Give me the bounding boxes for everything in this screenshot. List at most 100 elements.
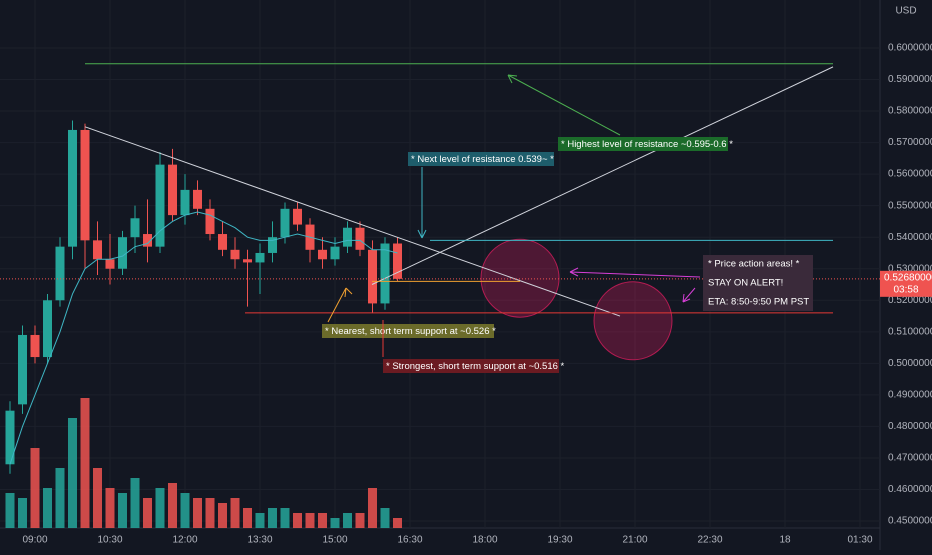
candle-body xyxy=(368,249,377,304)
ema-line xyxy=(9,211,398,465)
candle-body xyxy=(205,208,215,235)
candle-body xyxy=(118,237,127,269)
arrow xyxy=(417,167,427,239)
y-tick-label: 0.56000000 xyxy=(888,169,932,180)
volume-bar xyxy=(143,498,152,528)
y-tick-label: 0.55000000 xyxy=(888,200,932,211)
y-tick-label: 0.52000000 xyxy=(888,295,932,306)
y-tick-label: 0.57000000 xyxy=(888,137,932,148)
annotation-text: * Strongest, short term support at ~0.51… xyxy=(386,361,565,372)
x-tick-label: 12:00 xyxy=(172,535,197,546)
y-tick-label: 0.59000000 xyxy=(888,74,932,85)
x-tick-label: 13:30 xyxy=(247,535,272,546)
x-tick-label: 21:00 xyxy=(622,535,647,546)
volume-bar xyxy=(318,513,327,528)
candle-body xyxy=(330,246,340,260)
volume-bar xyxy=(343,513,352,528)
volume-bar xyxy=(93,468,102,528)
volume-bar xyxy=(268,508,277,528)
annotation-text: * Next level of resistance 0.539~ * xyxy=(411,154,554,165)
x-tick-label: 22:30 xyxy=(697,535,722,546)
annotation-box xyxy=(322,324,494,338)
volume-bar xyxy=(218,503,227,528)
arrow xyxy=(327,287,353,323)
volume-bar xyxy=(380,508,390,528)
alert-box xyxy=(703,255,813,311)
arrow xyxy=(569,267,701,278)
volume-bar xyxy=(105,488,115,528)
volume-bar xyxy=(280,508,290,528)
candle-body xyxy=(30,334,40,358)
candle-body xyxy=(143,234,152,247)
volume-bar xyxy=(330,518,340,528)
volume-bar xyxy=(55,468,65,528)
y-tick-label: 0.45000000 xyxy=(888,516,932,527)
volume-bar xyxy=(205,498,215,528)
volume-bar xyxy=(5,493,15,528)
y-tick-label: 0.53000000 xyxy=(888,263,932,274)
candle-body xyxy=(243,259,252,263)
x-tick-label: 18:00 xyxy=(472,535,497,546)
volume-bar xyxy=(368,488,377,528)
annotation-box xyxy=(383,359,559,373)
alert-text: STAY ON ALERT! xyxy=(708,278,783,289)
volume-bar xyxy=(30,448,40,528)
candle-body xyxy=(343,227,352,247)
annotation-box xyxy=(558,137,728,151)
volume-bar xyxy=(68,418,77,528)
y-tick-label: 0.54000000 xyxy=(888,232,932,243)
candle-body xyxy=(180,189,190,216)
last-price-label: 0.52680000 xyxy=(884,272,932,283)
volume-bar xyxy=(180,493,190,528)
candle-body xyxy=(293,208,302,225)
countdown-label: 03:58 xyxy=(893,284,918,295)
candle-body xyxy=(93,240,102,260)
arrow xyxy=(507,74,621,136)
candle-body xyxy=(168,164,177,216)
x-tick-label: 15:00 xyxy=(322,535,347,546)
arrow xyxy=(682,287,696,303)
y-tick-label: 0.48000000 xyxy=(888,421,932,432)
volume-bar xyxy=(80,398,90,528)
volume-bar xyxy=(355,513,365,528)
trend-line xyxy=(84,126,621,317)
volume-bar xyxy=(393,518,402,528)
arrows xyxy=(327,74,701,357)
alert-text: ETA: 8:50-9:50 PM PST xyxy=(708,297,809,308)
candle-body xyxy=(318,249,327,260)
candle-body xyxy=(18,334,27,405)
candle-body xyxy=(43,300,52,358)
price-zone xyxy=(593,281,673,361)
volume-bar xyxy=(18,498,27,528)
currency-label: USD xyxy=(895,6,916,17)
candle-body xyxy=(218,234,227,250)
volume-bar xyxy=(243,508,252,528)
candle-body xyxy=(5,410,15,465)
candle-body xyxy=(280,208,290,238)
volume-bar xyxy=(193,498,202,528)
last-price-tag xyxy=(880,270,932,297)
volume-bar xyxy=(305,513,315,528)
x-tick-label: 16:30 xyxy=(397,535,422,546)
trend-line xyxy=(371,66,834,285)
x-tick-label: 10:30 xyxy=(97,535,122,546)
candle-body xyxy=(255,252,265,263)
candle-body xyxy=(193,189,202,209)
candle-body xyxy=(55,246,65,301)
candle-body xyxy=(105,259,115,269)
volume-bar xyxy=(118,493,127,528)
y-tick-label: 0.49000000 xyxy=(888,390,932,401)
y-tick-label: 0.46000000 xyxy=(888,484,932,495)
y-tick-label: 0.60000000 xyxy=(888,43,932,54)
candle-body xyxy=(68,129,77,247)
volume-bar xyxy=(230,498,240,528)
volume-bar xyxy=(130,478,140,528)
annotation-text: * Nearest, short term support at ~0.526 … xyxy=(325,326,496,337)
alert-text: * Price action areas! * xyxy=(708,259,800,270)
volume-bar xyxy=(43,488,52,528)
candle-body xyxy=(230,249,240,260)
x-tick-label: 01:30 xyxy=(847,535,872,546)
volume-bar xyxy=(255,513,265,528)
candle-body xyxy=(80,129,90,241)
